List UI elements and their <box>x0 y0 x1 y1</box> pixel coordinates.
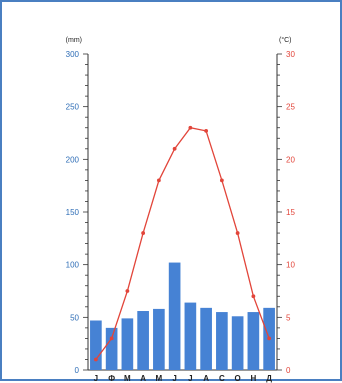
temperature-point <box>141 231 145 235</box>
temperature-point <box>94 358 98 362</box>
temperature-point <box>220 179 224 183</box>
month-label: J <box>94 374 98 383</box>
month-label: Н <box>250 374 256 383</box>
temperature-point <box>188 126 192 130</box>
right-tick-label: 10 <box>286 261 295 270</box>
month-label: А <box>140 374 146 383</box>
precipitation-bar <box>153 309 165 370</box>
left-tick-label: 250 <box>66 103 80 112</box>
month-label: М <box>156 374 163 383</box>
month-label: М <box>124 374 131 383</box>
temperature-point <box>236 231 240 235</box>
temperature-point <box>125 289 129 293</box>
precipitation-bar <box>232 316 244 370</box>
month-label: А <box>203 374 209 383</box>
left-tick-label: 100 <box>66 261 80 270</box>
month-label: С <box>219 374 225 383</box>
right-tick-label: 0 <box>286 366 291 375</box>
month-label: J <box>188 374 192 383</box>
right-tick-label: 20 <box>286 155 295 164</box>
precipitation-bar <box>248 312 260 370</box>
left-tick-label: 200 <box>66 155 80 164</box>
precipitation-bar <box>137 311 149 370</box>
precipitation-bar <box>122 318 134 370</box>
right-tick-label: 5 <box>286 313 291 322</box>
month-label: Ф <box>108 374 115 383</box>
right-tick-label: 15 <box>286 208 295 217</box>
precipitation-bar <box>185 303 197 370</box>
precipitation-bar <box>200 308 212 370</box>
precipitation-bar <box>90 320 102 370</box>
right-tick-label: 25 <box>286 103 295 112</box>
precipitation-bar <box>216 312 228 370</box>
left-axis-unit: (mm) <box>66 37 82 44</box>
month-label: О <box>235 374 241 383</box>
left-tick-label: 50 <box>70 313 79 322</box>
left-tick-label: 300 <box>66 50 80 59</box>
left-tick-label: 150 <box>66 208 80 217</box>
temperature-point <box>204 129 208 133</box>
temperature-point <box>173 147 177 151</box>
temperature-point <box>157 179 161 183</box>
temperature-point <box>110 337 114 341</box>
right-axis-unit: (°C) <box>279 36 292 44</box>
month-label: Д <box>266 374 272 383</box>
precipitation-bar <box>106 328 118 370</box>
precipitation-bar <box>169 263 181 370</box>
month-label: J <box>172 374 176 383</box>
temperature-point <box>267 337 271 341</box>
right-tick-label: 30 <box>286 50 295 59</box>
temperature-point <box>251 294 255 298</box>
left-tick-label: 0 <box>75 366 80 375</box>
